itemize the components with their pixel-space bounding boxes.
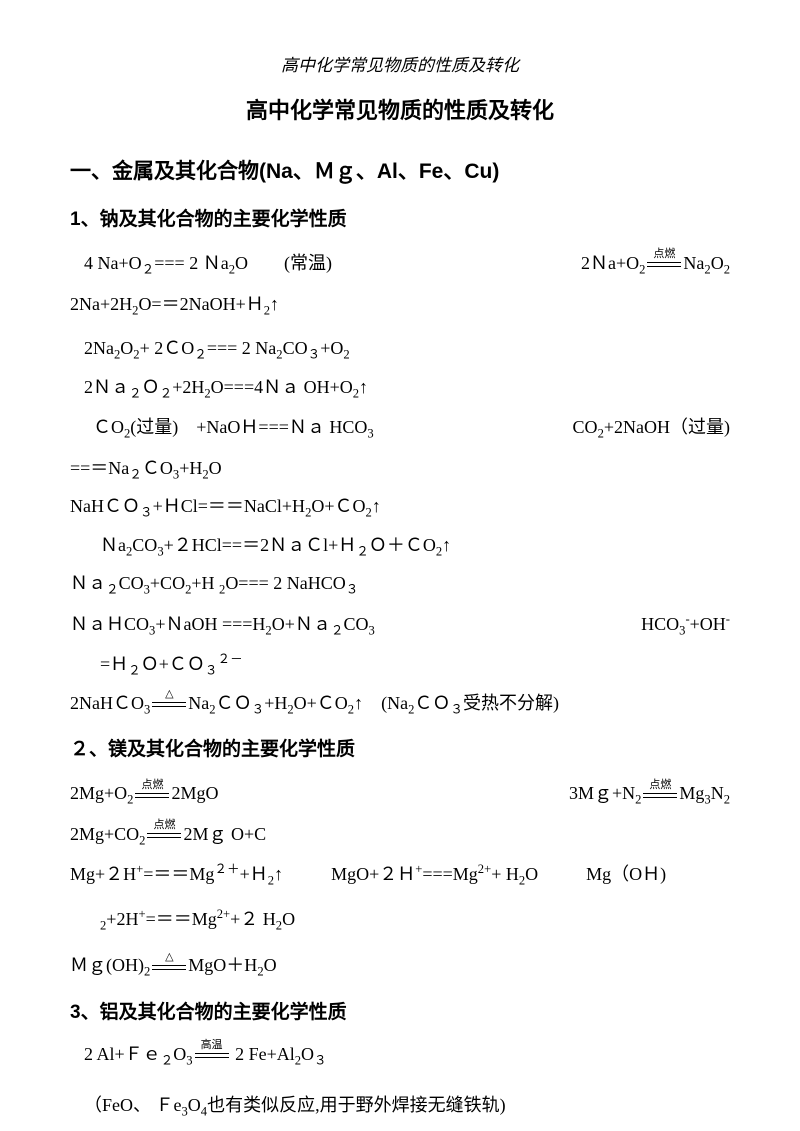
page-title: 高中化学常见物质的性质及转化 [70, 90, 730, 132]
equation: HCO3-+OH- [641, 607, 730, 644]
equation: CO2+2NaOH（过量) [573, 410, 730, 447]
equation: 2Ｎa+O2点燃Na2O2 [581, 246, 730, 283]
equation-row: 2Mg+O2点燃2MgO 3Mｇ+N2点燃Mg3N2 [70, 774, 730, 815]
equation: NaHＣＯ３+ＨCl=＝＝NaCl+H2O+ＣO2↑ [70, 489, 730, 526]
equation: ＣO2(过量) +NaOＨ===Ｎａ HCO3 [84, 410, 374, 447]
equation-row: 4 Na+O２=== 2 Ｎa2O (常温) 2Ｎa+O2点燃Na2O2 [70, 244, 730, 285]
reaction-arrow: 点燃 [647, 262, 681, 267]
subsection-heading-2: ２、镁及其化合物的主要化学性质 [70, 732, 730, 768]
reaction-arrow: 点燃 [643, 793, 677, 798]
reaction-arrow: 点燃 [135, 793, 169, 798]
equation: 2Ｎａ２Ｏ２+2H2O===4Ｎａ OH+O2↑ [84, 370, 730, 407]
section-heading-1: 一、金属及其化合物(Na、Ｍｇ、Al、Fe、Cu) [70, 152, 730, 192]
equation: 2NaHＣO3△Na2ＣＯ３+H2O+ＣO2↑ (Na2ＣＯ３受热不分解) [70, 686, 730, 723]
equation: Ｎa2CO3+２HCl==＝2ＮａＣl+Ｈ２Ｏ＋ＣO2↑ [100, 528, 730, 565]
equation: Mg+２H+=＝＝Mg２＋+Ｈ2↑ [70, 857, 283, 894]
reaction-arrow: 点燃 [147, 833, 181, 838]
reaction-arrow: △ [152, 702, 186, 707]
equation: 2+2H+=＝＝Mg2++２ H2O [100, 902, 730, 939]
equation-row: ＣO2(过量) +NaOＨ===Ｎａ HCO3 CO2+2NaOH（过量) [70, 408, 730, 449]
equation: =Ｈ２Ｏ+ＣＯ３２－ [100, 647, 730, 684]
subsection-heading-1: 1、钠及其化合物的主要化学性质 [70, 202, 730, 238]
equation: 2 Al+Ｆｅ２O3高温 2 Fe+Al2O３ [84, 1037, 730, 1074]
equation: Ｎａ２CO3+CO2+H 2O=== 2 NaHCO３ [70, 566, 730, 603]
subsection-heading-3: 3、铝及其化合物的主要化学性质 [70, 995, 730, 1031]
equation: ＮａＨCO3+ＮaOH ===H2O+Ｎａ２CO3 [70, 607, 375, 644]
equation: 3Mｇ+N2点燃Mg3N2 [569, 776, 730, 813]
document-page: 高中化学常见物质的性质及转化 高中化学常见物质的性质及转化 一、金属及其化合物(… [0, 0, 800, 1131]
equation: 4 Na+O２=== 2 Ｎa2O (常温) [84, 246, 332, 283]
equation-row: ＮａＨCO3+ＮaOH ===H2O+Ｎａ２CO3 HCO3-+OH- [70, 605, 730, 646]
equation: 2Mg+CO2点燃2Mｇ O+C [70, 817, 730, 854]
equation: 2Na+2H2O=＝2NaOH+Ｈ2↑ [70, 287, 730, 324]
header-small: 高中化学常见物质的性质及转化 [70, 50, 730, 82]
equation-row: Mg+２H+=＝＝Mg２＋+Ｈ2↑ MgO+２Ｈ+===Mg2++ H2O Mg… [70, 855, 730, 896]
equation: 2Mg+O2点燃2MgO [70, 776, 218, 813]
reaction-arrow: 高温 [195, 1053, 229, 1058]
equation: MgO+２Ｈ+===Mg2++ H2O [331, 857, 538, 894]
equation: Mg（OＨ) [586, 857, 666, 891]
equation: 2Na2O2+ 2ＣO２=== 2 Na2CO３+O2 [84, 331, 730, 368]
equation: Ｍｇ(OH)2△MgO＋H2O [70, 948, 730, 985]
equation: ==＝Na２ＣO3+H2O [70, 451, 730, 488]
note-text: （FeO、 Ｆe3O4也有类似反应,用于野外焊接无缝铁轨) [84, 1088, 730, 1125]
reaction-arrow: △ [152, 965, 186, 970]
